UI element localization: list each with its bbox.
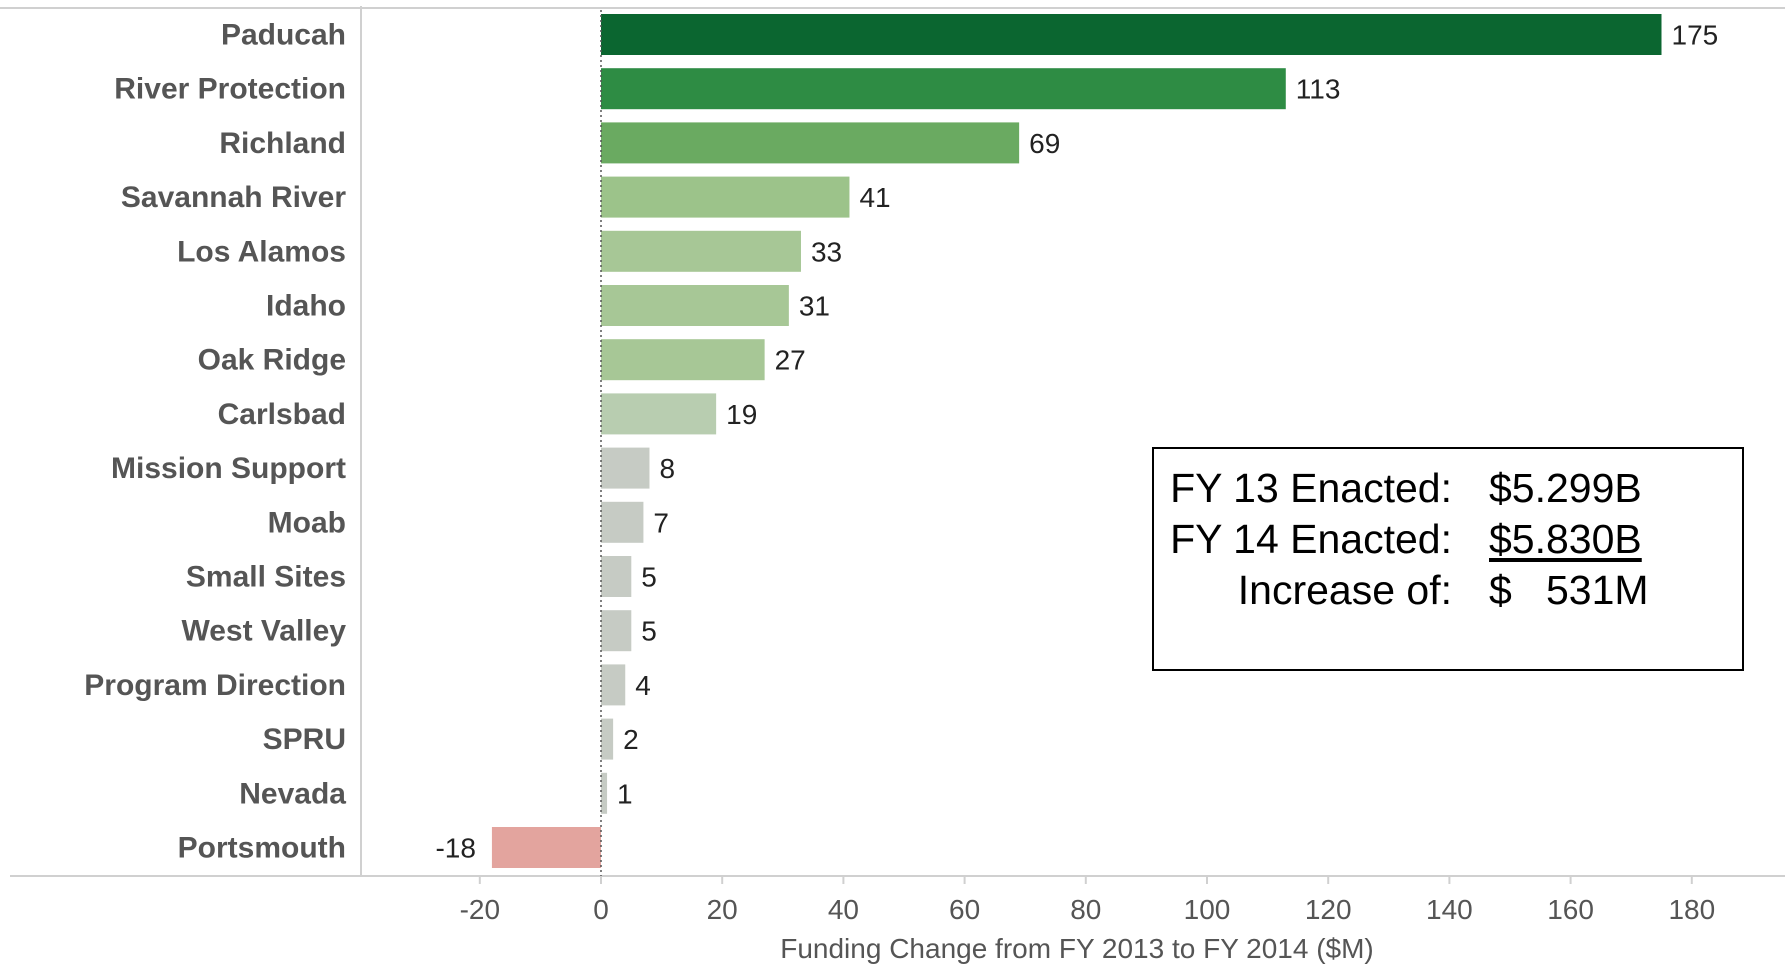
category-label: Carlsbad bbox=[218, 398, 346, 431]
fy13-value: $5.299B bbox=[1489, 465, 1642, 511]
value-label: 7 bbox=[653, 507, 669, 538]
value-label: 69 bbox=[1029, 128, 1060, 159]
x-tick-label: 100 bbox=[1184, 894, 1231, 925]
x-tick-label: 80 bbox=[1070, 894, 1101, 925]
category-label: Oak Ridge bbox=[198, 344, 346, 377]
value-label: 8 bbox=[659, 453, 675, 484]
category-label: SPRU bbox=[263, 723, 346, 756]
bar-nevada bbox=[601, 772, 608, 814]
x-tick-label: 120 bbox=[1305, 894, 1352, 925]
fy14-value: $5.830B bbox=[1489, 516, 1642, 562]
category-label: Savannah River bbox=[121, 181, 346, 214]
chart-axes bbox=[0, 6, 1785, 877]
bar-mission-support bbox=[601, 447, 650, 489]
bar-west-valley bbox=[601, 610, 632, 652]
summary-row-increase: Increase of: $ 531M bbox=[1154, 565, 1742, 615]
bar-spru bbox=[601, 718, 614, 760]
x-tick-label: 40 bbox=[828, 894, 859, 925]
bar-program-direction bbox=[601, 664, 626, 706]
x-tick-label: -20 bbox=[460, 894, 500, 925]
summary-row-fy14: FY 14 Enacted: $5.830B bbox=[1154, 514, 1742, 564]
category-labels: Paducah River Protection Richland Savannah … bbox=[84, 19, 346, 865]
category-label: Mission Support bbox=[111, 452, 346, 485]
category-label: Los Alamos bbox=[177, 235, 346, 268]
value-label: 41 bbox=[859, 182, 890, 213]
x-tick-label: 60 bbox=[949, 894, 980, 925]
category-label: Idaho bbox=[266, 290, 346, 323]
bar-los-alamos bbox=[601, 230, 801, 272]
category-label: Portsmouth bbox=[178, 832, 346, 865]
value-label: 175 bbox=[1672, 20, 1719, 51]
value-label: 31 bbox=[799, 291, 830, 322]
increase-label: Increase of: bbox=[1237, 567, 1452, 613]
value-label: 5 bbox=[641, 562, 657, 593]
bar-idaho bbox=[601, 285, 789, 326]
bar-small-sites bbox=[601, 556, 632, 597]
value-label: 2 bbox=[623, 724, 639, 755]
value-label: 5 bbox=[641, 616, 657, 647]
bar-carlsbad bbox=[601, 393, 717, 435]
bar-savannah-river bbox=[601, 176, 850, 218]
bar-paducah bbox=[601, 14, 1662, 55]
x-tick-label: 140 bbox=[1426, 894, 1473, 925]
bar-river-protection bbox=[601, 68, 1286, 110]
bars-group bbox=[491, 14, 1662, 868]
bar-portsmouth bbox=[491, 827, 601, 868]
category-label: Small Sites bbox=[186, 561, 346, 594]
bar-moab bbox=[601, 501, 644, 543]
x-axis-ticks: -20 0 20 40 60 80 100 120 140 160 180 bbox=[460, 876, 1715, 925]
bar-oak-ridge bbox=[601, 339, 765, 381]
increase-value: $ 531M bbox=[1489, 567, 1649, 613]
x-tick-label: 20 bbox=[707, 894, 738, 925]
value-label: 27 bbox=[775, 345, 806, 376]
category-label: River Protection bbox=[114, 73, 346, 106]
value-label: 113 bbox=[1296, 74, 1341, 105]
category-label: Nevada bbox=[239, 777, 346, 810]
category-label: West Valley bbox=[181, 615, 346, 648]
x-tick-label: 180 bbox=[1668, 894, 1715, 925]
category-label: Richland bbox=[219, 127, 346, 160]
x-tick-label: 0 bbox=[593, 894, 609, 925]
value-labels: 175 113 69 41 33 31 27 19 8 7 5 5 4 2 1 -18 bbox=[435, 20, 1718, 864]
x-axis-title: Funding Change from FY 2013 to FY 2014 (… bbox=[780, 933, 1374, 964]
value-label: -18 bbox=[435, 833, 475, 864]
value-label: 33 bbox=[811, 236, 842, 267]
category-label: Program Direction bbox=[84, 669, 346, 702]
fy14-label: FY 14 Enacted: bbox=[1170, 516, 1452, 562]
fy13-label: FY 13 Enacted: bbox=[1170, 465, 1452, 511]
category-label: Paducah bbox=[221, 19, 346, 52]
category-label: Moab bbox=[268, 506, 346, 539]
value-label: 4 bbox=[635, 670, 651, 701]
x-tick-label: 160 bbox=[1547, 894, 1594, 925]
summary-box: FY 13 Enacted: $5.299B FY 14 Enacted: $5… bbox=[1152, 447, 1744, 671]
summary-row-fy13: FY 13 Enacted: $5.299B bbox=[1154, 463, 1742, 513]
value-label: 19 bbox=[726, 399, 757, 430]
bar-richland bbox=[601, 122, 1020, 164]
value-label: 1 bbox=[617, 778, 633, 809]
